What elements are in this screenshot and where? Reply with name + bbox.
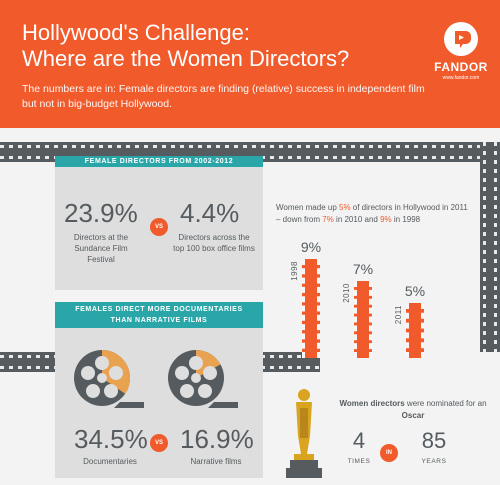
oscar-statue-icon [286,389,322,478]
caption-text-1: Women made up [276,203,339,212]
caption-text-4: in 1998 [391,215,421,224]
bar-2011 [406,303,424,358]
narrative-value: 16.9% [180,424,254,454]
bar-year-label: 1998 [290,261,299,281]
documentary-reel-icon [74,350,144,408]
oscar-note-bold-1: Women directors [339,399,405,408]
bar-value-label: 9% [300,239,322,255]
film-strip-right [480,142,500,352]
bar-value-label: 7% [352,261,374,277]
oscar-times-label: TIMES [347,458,371,465]
fandor-logo-icon [444,22,478,56]
narrative-share-wedge [196,350,221,378]
bar-year-label: 2011 [394,305,403,325]
title-line-1: Hollywood's Challenge: [22,20,250,45]
vs-badge-2: VS [150,434,168,452]
caption-highlight-1998: 9% [380,215,392,224]
vs-badge-1: VS [150,218,168,236]
bar-2010 [354,281,372,358]
oscar-years-label: YEARS [421,458,447,465]
caption-highlight-2010: 7% [322,215,334,224]
narrative-label: Narrative films [190,457,242,466]
bar-1998 [302,259,320,358]
caption-text-2: of directors in Hollywood in 2011 – down… [276,203,468,224]
sundance-label: Directors at the Sundance Film Festival [73,233,129,264]
oscar-note-bold-2: Oscar [401,411,425,420]
section2-banner-line-2: THAN NARRATIVE FILMS [110,317,208,324]
page-title: Hollywood's Challenge: Where are the Wom… [22,20,402,72]
bar-year-label: 2010 [342,283,351,303]
header: Hollywood's Challenge: Where are the Wom… [0,0,500,128]
title-line-2: Where are the Women Directors? [22,46,350,71]
caption-text-3: in 2010 and [333,215,381,224]
logo-url: www.fandor.com [442,75,480,81]
oscar-note: Women directors were nominated for an Os… [333,398,493,422]
caption-highlight-2011: 5% [339,203,351,212]
documentary-value: 34.5% [74,424,148,454]
fandor-logo[interactable]: FANDOR www.fandor.com [433,22,489,81]
box-office-label: Directors across the top 100 box office … [173,233,255,253]
page-subtitle: The numbers are in: Female directors are… [22,83,425,110]
box-office-value: 4.4% [180,198,240,228]
section2-banner: FEMALES DIRECT MORE DOCUMENTARIES THAN N… [55,302,263,328]
logo-name: FANDOR [434,60,488,74]
section2-banner-line-1: FEMALES DIRECT MORE DOCUMENTARIES [75,306,243,313]
in-badge: IN [380,444,398,462]
section1-banner: FEMALE DIRECTORS FROM 2002-2012 [55,156,263,167]
oscar-times-value: 4 [352,428,366,453]
oscar-years-value: 85 [421,428,447,453]
bar-value-label: 5% [404,283,426,299]
narrative-reel-icon [168,350,238,408]
chart-caption: Women made up 5% of directors in Hollywo… [276,202,472,226]
sundance-value: 23.9% [64,198,138,228]
oscar-note-text: were nominated for an [404,399,487,408]
documentary-label: Documentaries [83,457,137,466]
